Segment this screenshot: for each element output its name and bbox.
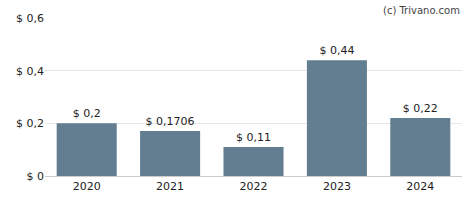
svg-text:2022: 2022 xyxy=(240,180,268,193)
svg-text:$ 0,6: $ 0,6 xyxy=(16,12,44,25)
svg-text:$ 0,2: $ 0,2 xyxy=(73,107,101,120)
svg-text:(c) Trivano.com: (c) Trivano.com xyxy=(383,5,460,16)
svg-text:$ 0,44: $ 0,44 xyxy=(319,44,354,57)
svg-text:2023: 2023 xyxy=(323,180,351,193)
svg-text:$ 0: $ 0 xyxy=(27,170,45,183)
svg-text:2020: 2020 xyxy=(73,180,101,193)
svg-text:$ 0,22: $ 0,22 xyxy=(403,102,438,115)
svg-text:2021: 2021 xyxy=(156,180,184,193)
svg-text:$ 0,2: $ 0,2 xyxy=(16,117,44,130)
svg-text:$ 0,11: $ 0,11 xyxy=(236,131,271,144)
svg-text:$ 0,4: $ 0,4 xyxy=(16,65,44,78)
svg-text:$ 0,1706: $ 0,1706 xyxy=(146,115,195,128)
svg-text:2024: 2024 xyxy=(406,180,434,193)
